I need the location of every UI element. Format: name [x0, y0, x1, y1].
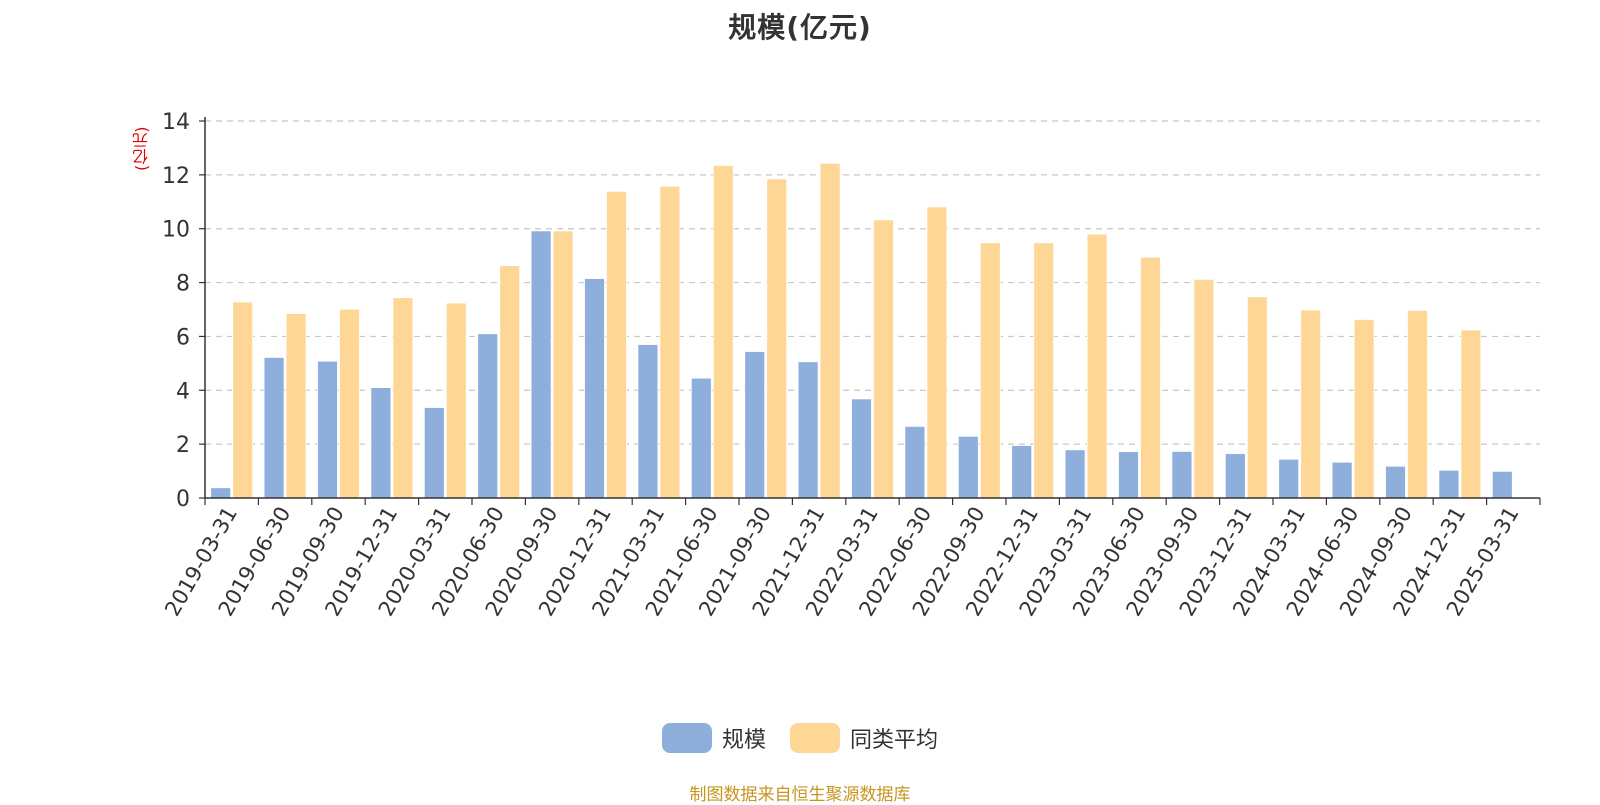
bar-average	[339, 308, 360, 499]
bar-average	[445, 302, 467, 499]
bar-size	[1331, 461, 1353, 499]
bar-average	[1300, 309, 1322, 499]
bar-size	[584, 278, 605, 499]
bar-average	[766, 178, 788, 499]
bar-average	[1033, 242, 1055, 499]
bar-size	[1491, 470, 1513, 499]
legend-label-size: 规模	[721, 728, 766, 753]
chart-title: 规模(亿元)	[728, 11, 872, 44]
bar-size	[370, 387, 392, 499]
bar-average	[819, 162, 841, 499]
bar-size	[530, 230, 552, 499]
bar-size	[1278, 458, 1300, 499]
bar-size	[957, 435, 979, 499]
bar-size	[1118, 451, 1139, 499]
legend-swatch-size	[661, 723, 712, 753]
bar-size	[797, 361, 819, 499]
legend-swatch-average	[790, 723, 840, 753]
legend-item-average[interactable]: 同类平均	[790, 722, 938, 754]
bar-average	[1407, 309, 1428, 499]
bar-average	[285, 313, 307, 499]
bar-size	[1224, 453, 1246, 499]
y-tick-label: 6	[176, 325, 190, 350]
bar-size	[423, 407, 445, 499]
legend: 规模 同类平均	[0, 722, 1600, 754]
bar-size	[1064, 449, 1086, 499]
legend-item-size[interactable]: 规模	[661, 722, 766, 754]
bar-average	[1246, 296, 1268, 499]
bar-average	[606, 190, 627, 499]
bar-average	[926, 206, 948, 499]
bar-size	[1171, 451, 1193, 499]
bar-size	[904, 425, 926, 499]
source-note: 制图数据来自恒生聚源数据库	[689, 785, 911, 805]
bar-average	[392, 297, 414, 499]
bar-size	[744, 351, 766, 499]
bar-average	[1460, 329, 1482, 499]
y-tick-label: 14	[162, 110, 190, 135]
bar-average	[499, 265, 521, 499]
bar-size	[477, 333, 499, 499]
bar-size	[1438, 469, 1460, 499]
bar-average	[1193, 278, 1215, 499]
bar-size	[851, 398, 872, 499]
y-tick-label: 8	[176, 272, 190, 297]
bar-size	[263, 357, 285, 499]
bar-size	[1385, 465, 1406, 499]
legend-label-average: 同类平均	[850, 728, 939, 753]
bar-size	[1011, 445, 1033, 499]
bar-average	[552, 230, 574, 499]
y-tick-label: 12	[162, 164, 190, 189]
bar-size	[690, 377, 712, 499]
bar-average	[712, 165, 734, 499]
y-tick-label: 10	[162, 218, 190, 243]
y-tick-label: 2	[176, 433, 190, 458]
bar-size	[637, 344, 659, 499]
bar-size	[210, 487, 232, 499]
bar-size	[317, 360, 338, 499]
y-tick-label: 4	[176, 379, 190, 404]
y-tick-label: 0	[176, 487, 190, 512]
bar-average	[1086, 233, 1108, 499]
bar-average	[232, 301, 254, 499]
bar-average	[873, 219, 894, 499]
bar-average	[1140, 256, 1161, 499]
bar-average	[979, 242, 1001, 499]
bar-average	[659, 185, 681, 499]
bar-average	[1353, 319, 1375, 499]
